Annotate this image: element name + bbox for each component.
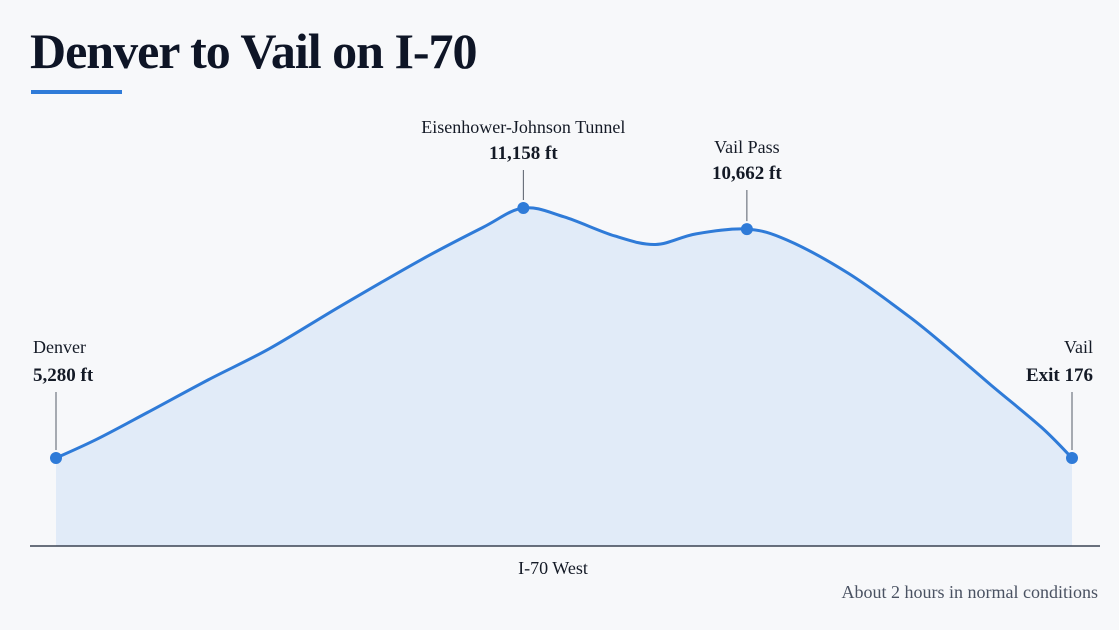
page-title: Denver to Vail on I-70 — [30, 23, 478, 79]
annotation-value-tunnel: 11,158 ft — [489, 143, 558, 164]
annotation-name-tunnel: Eisenhower-Johnson Tunnel — [421, 117, 625, 137]
elevation-area — [56, 207, 1072, 546]
footnote: About 2 hours in normal conditions — [841, 582, 1098, 602]
data-point-tunnel — [517, 202, 530, 214]
annotation-value-pass: 10,662 ft — [712, 163, 782, 184]
x-axis-label: I-70 West — [518, 558, 588, 578]
annotation-name-pass: Vail Pass — [714, 137, 780, 157]
data-point-pass — [740, 223, 753, 236]
elevation-line — [55, 206, 1074, 460]
annotation-name-vail: Vail — [1064, 337, 1093, 357]
data-point-vail — [1066, 452, 1078, 464]
title-underline — [31, 90, 122, 94]
data-point-denver — [50, 452, 62, 464]
annotation-value-vail: Exit 176 — [1026, 365, 1093, 386]
annotation-value-denver: 5,280 ft — [33, 365, 94, 386]
annotation-name-denver: Denver — [33, 337, 86, 357]
